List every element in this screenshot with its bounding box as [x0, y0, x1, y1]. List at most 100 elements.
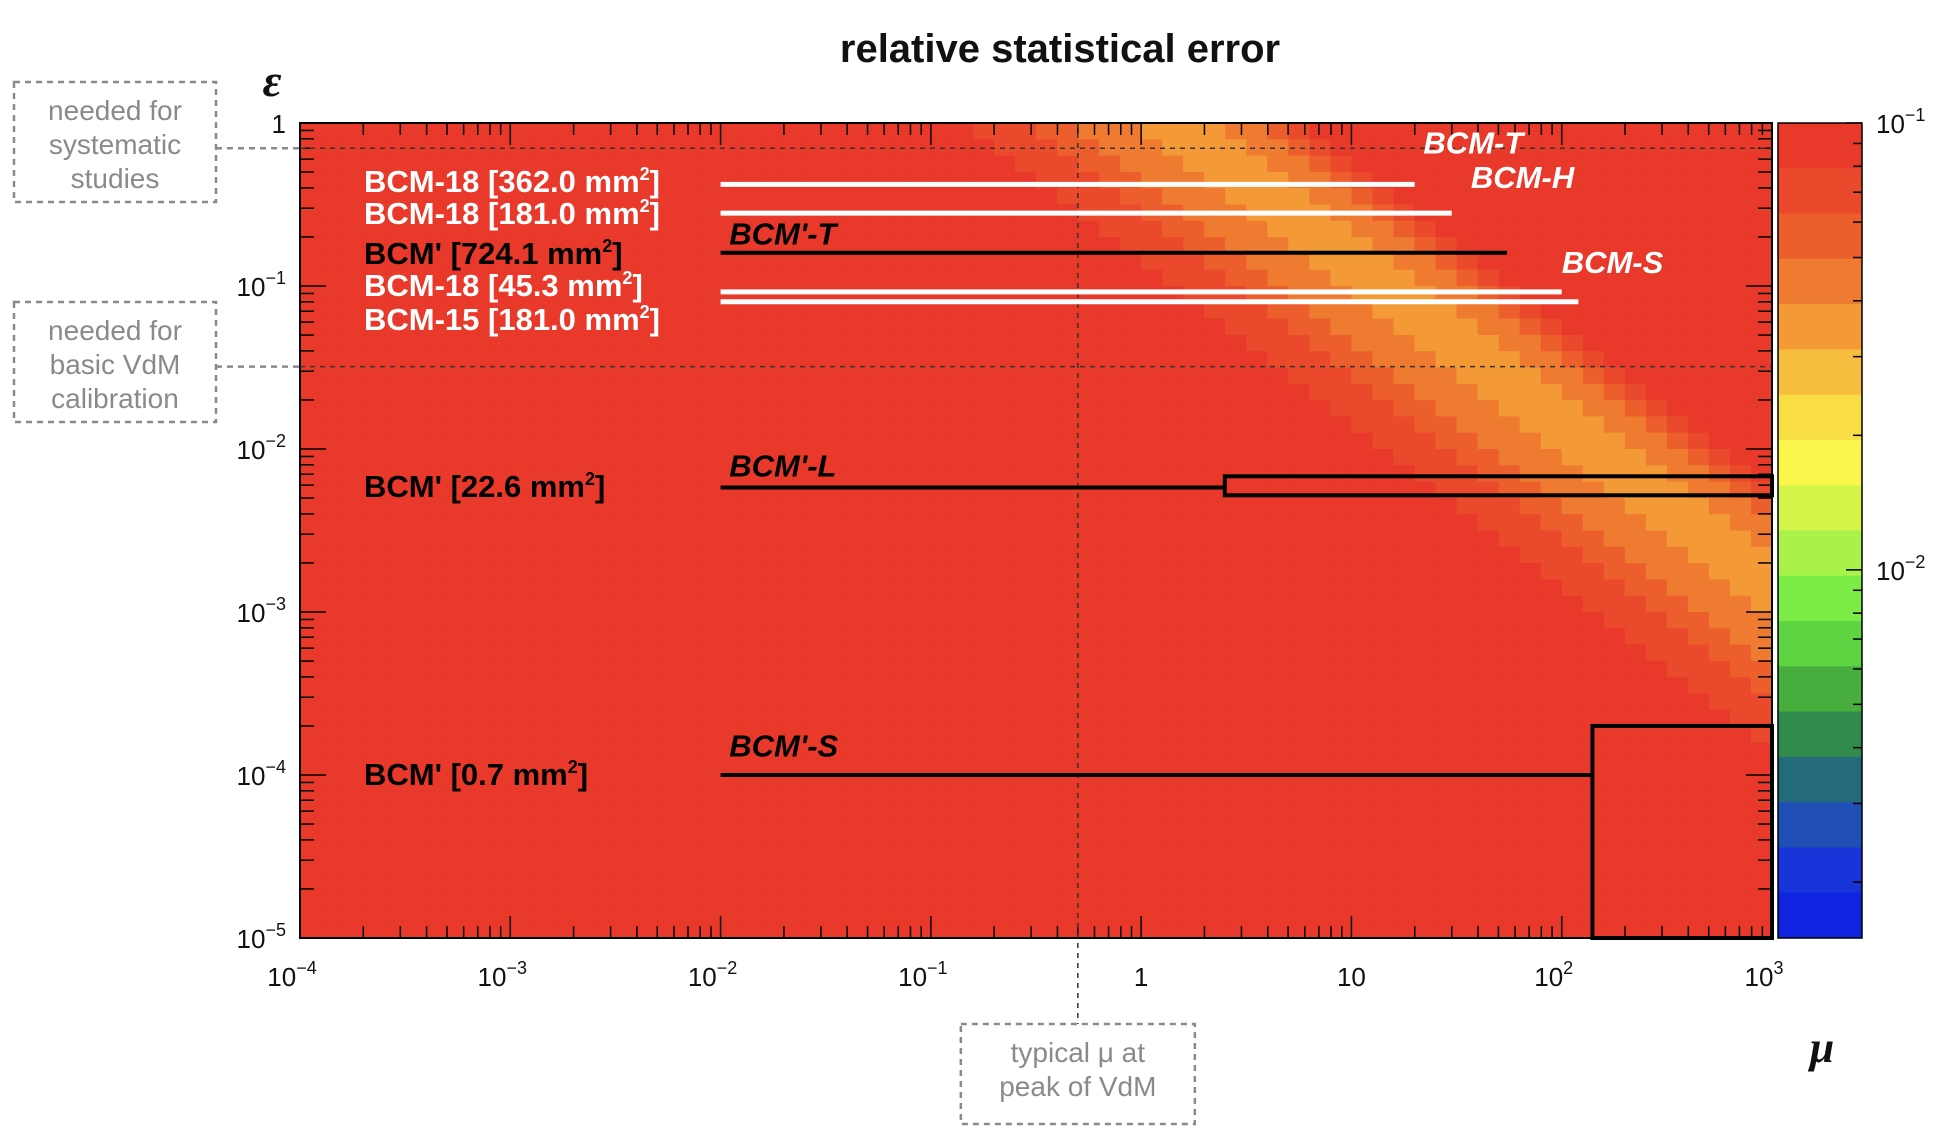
heatmap-cell — [510, 204, 532, 222]
heatmap-cell — [1456, 123, 1479, 140]
heatmap-cell — [1183, 775, 1205, 792]
heatmap-cell — [783, 595, 806, 613]
heatmap-cell — [741, 709, 764, 727]
heatmap-cell — [972, 709, 995, 727]
heatmap-cell — [1624, 921, 1647, 939]
heatmap-cell — [657, 139, 680, 157]
heatmap-cell — [636, 775, 659, 792]
heatmap-cell — [510, 155, 532, 173]
heatmap-cell — [720, 775, 743, 792]
heatmap-cell — [804, 595, 827, 613]
heatmap-cell — [552, 840, 574, 858]
heatmap-cell — [1267, 465, 1289, 483]
heatmap-cell — [1330, 644, 1353, 662]
heatmap-cell — [1414, 905, 1437, 923]
heatmap-cell — [1330, 660, 1353, 678]
heatmap-cell — [1708, 758, 1731, 776]
heatmap-cell — [1057, 905, 1079, 923]
heatmap-cell — [300, 546, 322, 564]
heatmap-cell — [321, 334, 343, 352]
heatmap-cell — [1183, 856, 1205, 874]
heatmap-cell — [1561, 465, 1584, 483]
heatmap-cell — [1435, 546, 1458, 564]
heatmap-cell — [1540, 171, 1563, 189]
heatmap-cell — [993, 807, 1016, 825]
heatmap-cell — [552, 481, 574, 499]
heatmap-cell — [321, 269, 343, 287]
heatmap-cell — [342, 775, 364, 792]
heatmap-cell — [636, 237, 659, 254]
heatmap-cell — [1729, 383, 1752, 401]
heatmap-cell — [342, 123, 364, 140]
heatmap-cell — [972, 889, 995, 906]
heatmap-cell — [1372, 628, 1395, 646]
heatmap-cell — [552, 791, 574, 809]
heatmap-cell — [1456, 367, 1479, 385]
heatmap-cell — [1666, 237, 1689, 254]
heatmap-cell — [300, 660, 322, 678]
heatmap-cell — [1687, 693, 1710, 711]
heatmap-cell — [951, 775, 974, 792]
heatmap-cell — [1372, 351, 1395, 369]
heatmap-cell — [741, 726, 764, 743]
heatmap-cell — [825, 709, 848, 727]
heatmap-cell — [489, 286, 511, 303]
heatmap-cell — [510, 237, 532, 254]
heatmap-cell — [1708, 579, 1731, 597]
heatmap-cell — [951, 612, 974, 629]
heatmap-cell — [1666, 921, 1689, 939]
heatmap-cell — [678, 318, 701, 336]
heatmap-cell — [1204, 465, 1226, 483]
heatmap-cell — [489, 318, 511, 336]
heatmap-cell — [1603, 726, 1626, 743]
heatmap-cell — [1582, 514, 1605, 532]
heatmap-cell — [1624, 742, 1647, 760]
heatmap-cell — [1141, 807, 1163, 825]
heatmap-cell — [1729, 595, 1752, 613]
heatmap-cell — [657, 823, 680, 841]
heatmap-cell — [1750, 334, 1773, 352]
heatmap-cell — [972, 432, 995, 450]
heatmap-cell — [1666, 546, 1689, 564]
heatmap-cell — [300, 677, 322, 695]
heatmap-cell — [321, 595, 343, 613]
heatmap-cell — [1708, 286, 1731, 303]
heatmap-cell — [1036, 139, 1058, 157]
heatmap-cell — [1708, 546, 1731, 564]
heatmap-cell — [552, 530, 574, 548]
heatmap-cell — [783, 628, 806, 646]
heatmap-cell — [1183, 383, 1205, 401]
heatmap-cell — [1750, 872, 1773, 890]
heatmap-cell — [552, 579, 574, 597]
heatmap-cell — [1372, 921, 1395, 939]
colorbar-tick-label: 10−2 — [1876, 552, 1925, 586]
heatmap-cell — [1540, 465, 1563, 483]
heatmap-cell — [1372, 660, 1395, 678]
heatmap-cell — [1351, 400, 1374, 417]
heatmap-cell — [1624, 595, 1647, 613]
heatmap-cell — [447, 171, 469, 189]
heatmap-cell — [1036, 220, 1058, 238]
heatmap-cell — [447, 481, 469, 499]
heatmap-cell — [342, 628, 364, 646]
heatmap-cell — [1582, 644, 1605, 662]
heatmap-cell — [1540, 188, 1563, 206]
heatmap-cell — [783, 383, 806, 401]
heatmap-cell — [1750, 595, 1773, 613]
heatmap-cell — [867, 660, 890, 678]
heatmap-cell — [930, 742, 953, 760]
heatmap-cell — [405, 807, 427, 825]
heatmap-cell — [1099, 253, 1121, 271]
heatmap-cell — [1141, 237, 1163, 254]
heatmap-cell — [1204, 660, 1226, 678]
heatmap-cell — [930, 921, 953, 939]
heatmap-cell — [1708, 628, 1731, 646]
heatmap-cell — [321, 742, 343, 760]
heatmap-cell — [762, 856, 785, 874]
heatmap-cell — [1603, 367, 1626, 385]
heatmap-cell — [384, 465, 406, 483]
heatmap-cell — [1708, 872, 1731, 890]
heatmap-cell — [1141, 889, 1163, 906]
heatmap-cell — [930, 612, 953, 629]
region-tag: BCM-S — [1562, 245, 1664, 280]
